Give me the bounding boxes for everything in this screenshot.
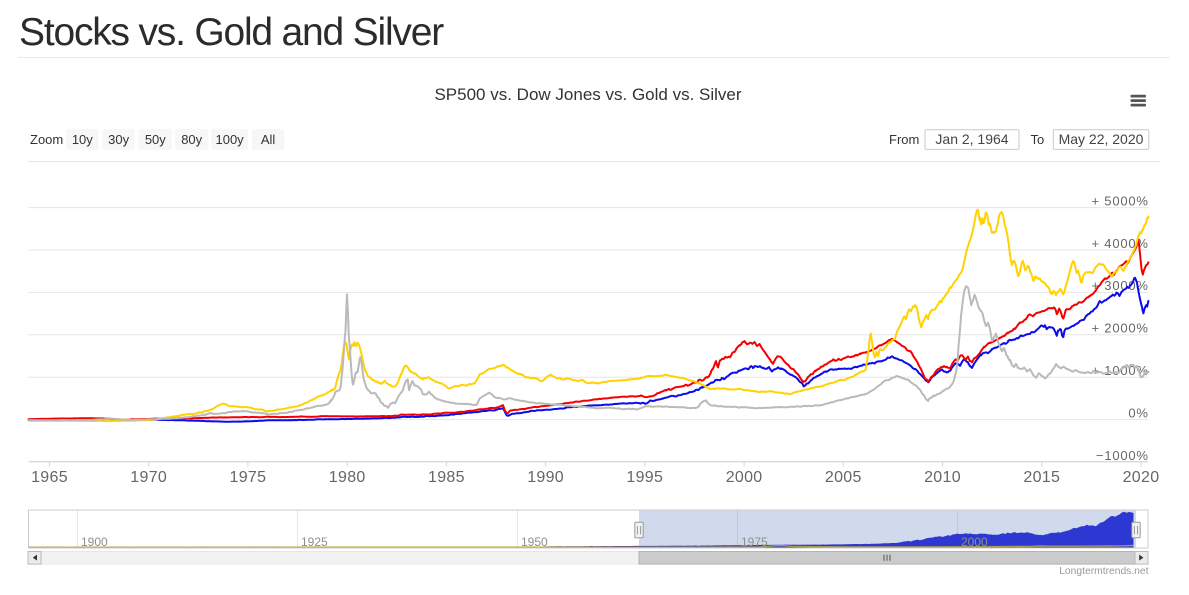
svg-text:1900: 1900 (81, 535, 108, 549)
svg-text:50y: 50y (145, 132, 166, 147)
svg-text:2000: 2000 (726, 469, 763, 486)
svg-text:30y: 30y (108, 132, 129, 147)
svg-text:−1000%: −1000% (1096, 448, 1149, 463)
svg-text:Stocks vs. Gold and Silver: Stocks vs. Gold and Silver (19, 11, 444, 54)
svg-text:+ 4000%: + 4000% (1092, 236, 1149, 251)
svg-text:2005: 2005 (825, 469, 862, 486)
svg-text:+ 5000%: + 5000% (1092, 193, 1149, 208)
svg-text:2010: 2010 (924, 469, 961, 486)
svg-text:Longtermtrends.net: Longtermtrends.net (1059, 566, 1148, 577)
svg-text:2015: 2015 (1023, 469, 1060, 486)
svg-text:80y: 80y (181, 132, 202, 147)
svg-text:1990: 1990 (527, 469, 564, 486)
svg-text:SP500 vs. Dow Jones vs. Gold v: SP500 vs. Dow Jones vs. Gold vs. Silver (434, 85, 741, 104)
svg-text:2020: 2020 (1123, 469, 1160, 486)
svg-text:100y: 100y (215, 132, 244, 147)
svg-text:To: To (1031, 132, 1045, 147)
svg-text:10y: 10y (72, 132, 93, 147)
svg-text:All: All (261, 132, 276, 147)
svg-text:1985: 1985 (428, 469, 465, 486)
svg-text:From: From (889, 132, 919, 147)
svg-text:1975: 1975 (741, 535, 768, 549)
svg-text:0%: 0% (1128, 405, 1148, 420)
svg-text:May 22, 2020: May 22, 2020 (1059, 131, 1144, 147)
svg-text:1970: 1970 (130, 469, 167, 486)
svg-text:1925: 1925 (301, 535, 328, 549)
svg-text:2000: 2000 (961, 535, 988, 549)
svg-text:1995: 1995 (626, 469, 663, 486)
svg-text:+ 2000%: + 2000% (1092, 321, 1149, 336)
svg-text:1965: 1965 (31, 469, 68, 486)
svg-text:1975: 1975 (230, 469, 267, 486)
svg-text:1980: 1980 (329, 469, 366, 486)
svg-text:Zoom: Zoom (30, 132, 63, 147)
svg-text:Jan 2, 1964: Jan 2, 1964 (935, 131, 1008, 147)
svg-text:1950: 1950 (521, 535, 548, 549)
